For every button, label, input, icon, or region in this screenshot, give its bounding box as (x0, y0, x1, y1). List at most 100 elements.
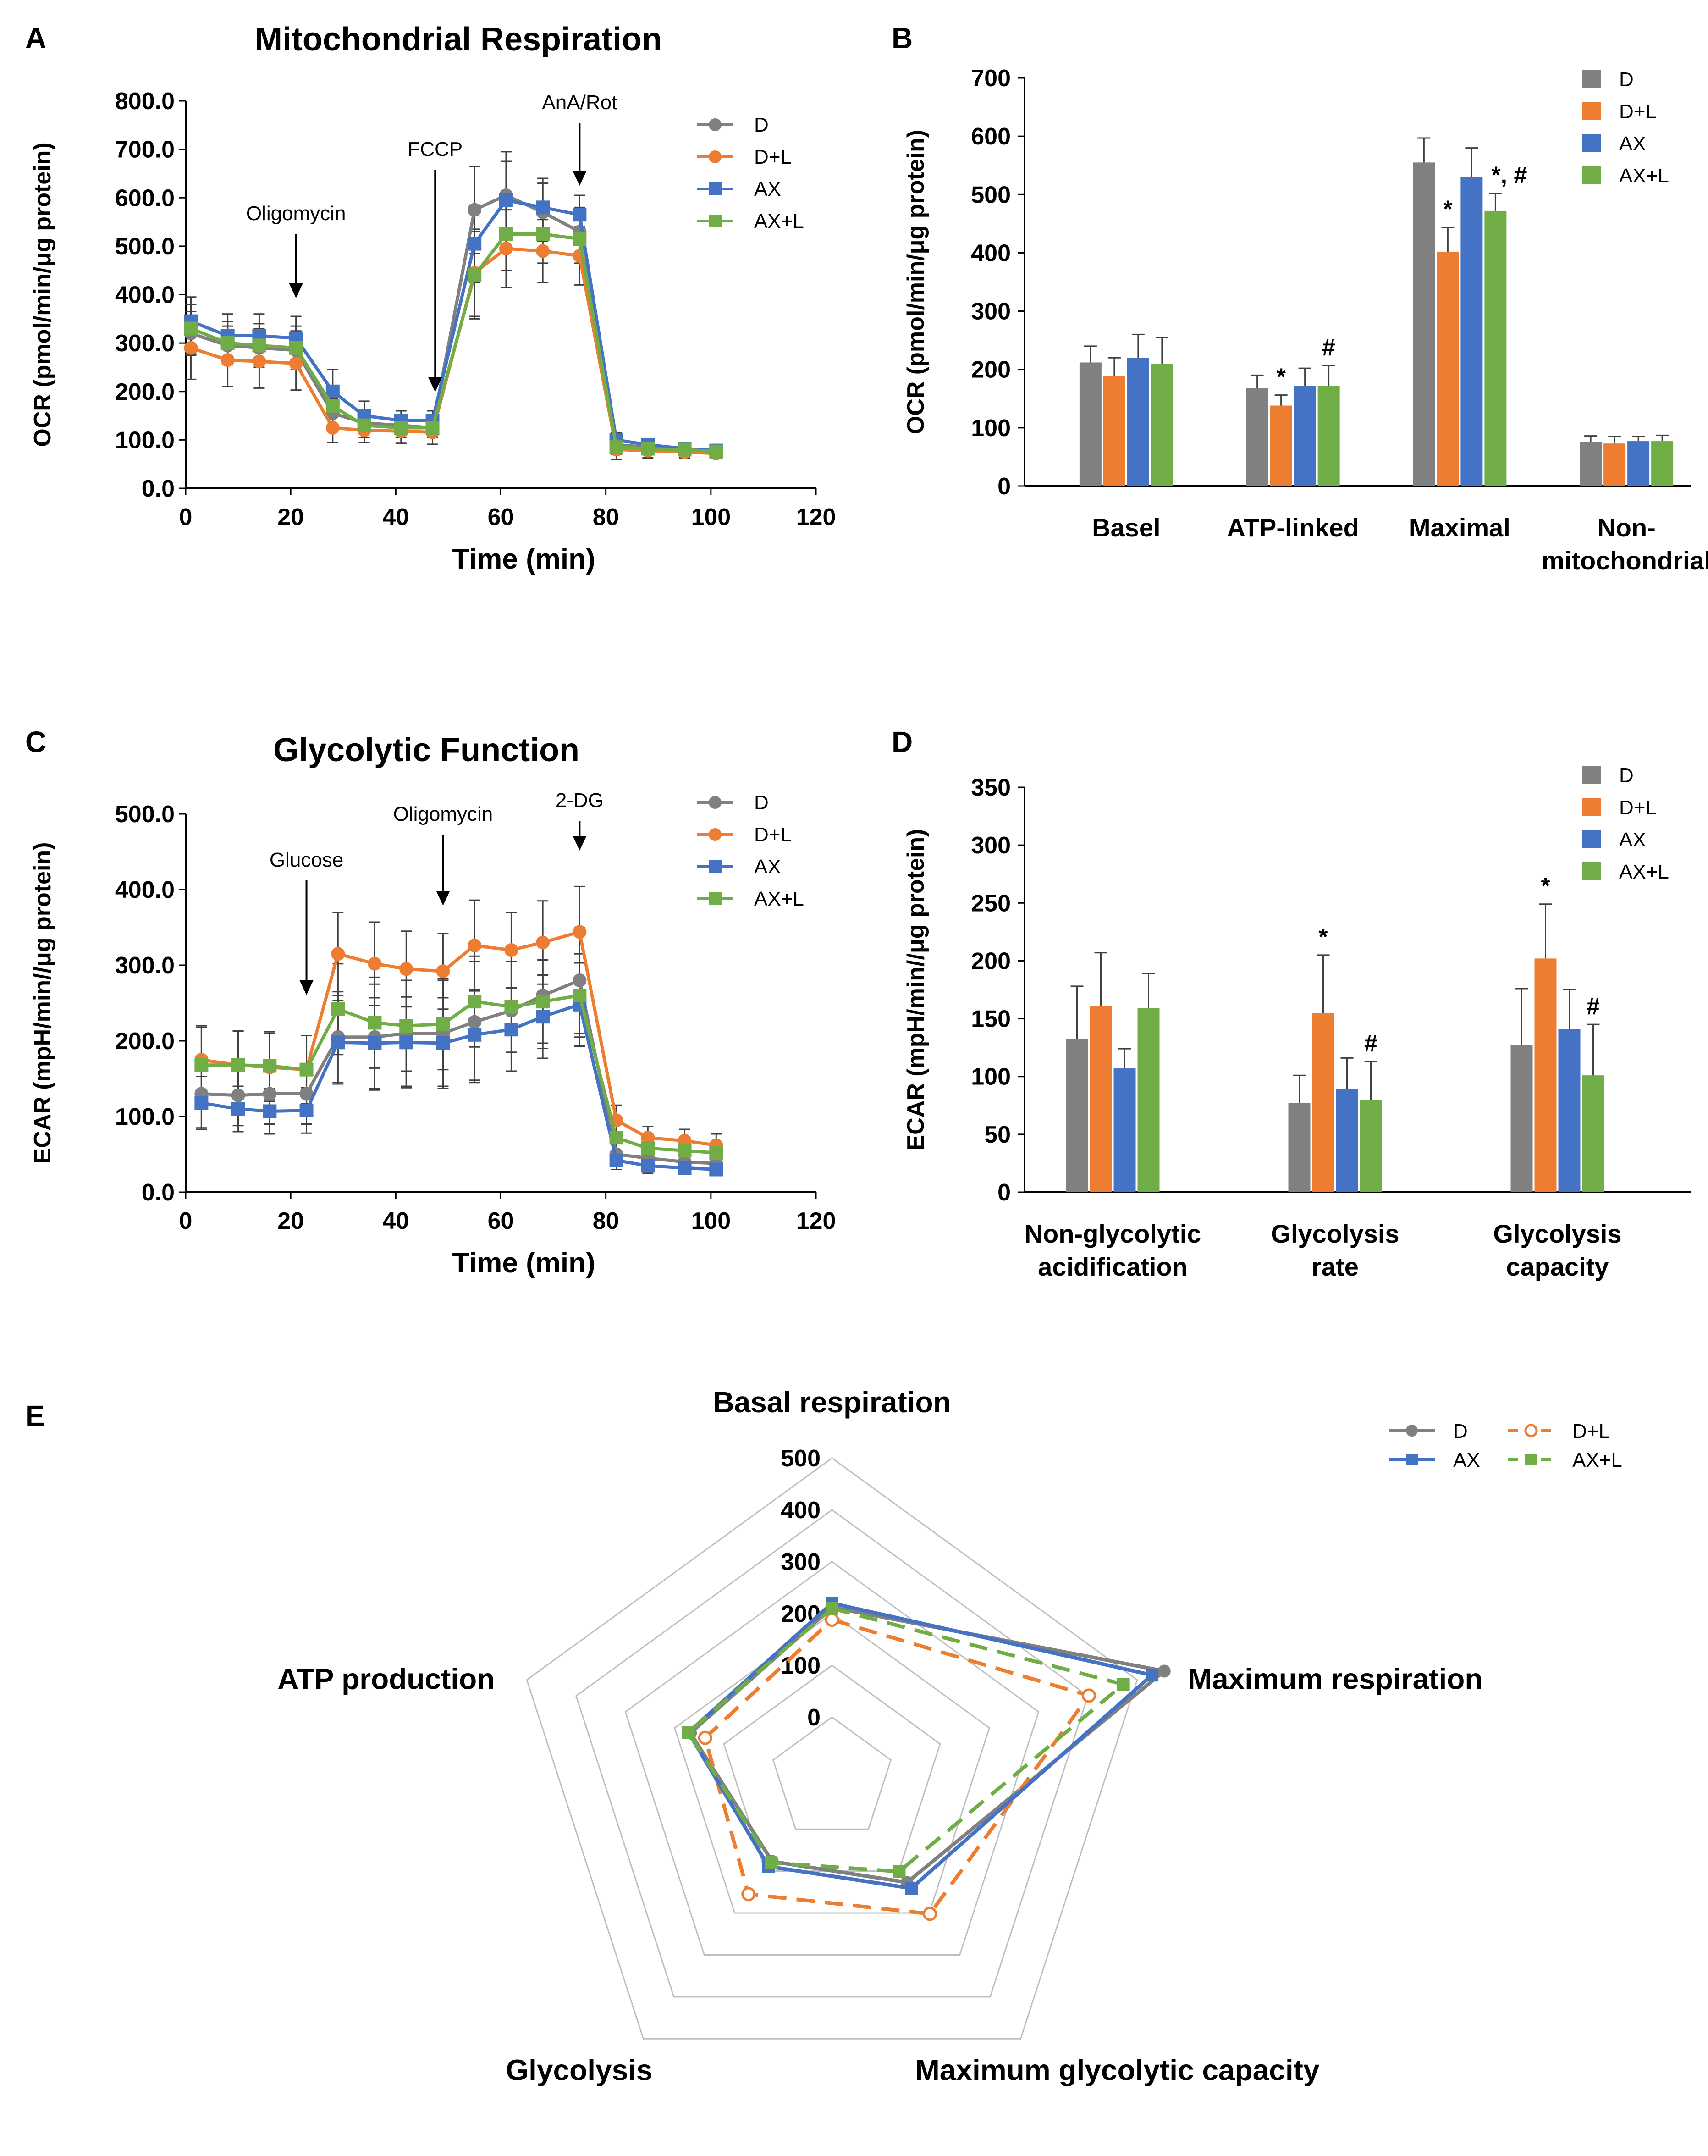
y-tick-label: 300 (971, 299, 1011, 325)
chart-title: Mitochondrial Respiration (255, 21, 662, 58)
data-point-AX+L (394, 420, 408, 435)
data-point-AX+L (536, 227, 550, 241)
radar-grid-ring (526, 1457, 1138, 2040)
x-tick-label: 120 (796, 504, 836, 531)
annotation-label: Oligomycin (246, 202, 346, 225)
bar-D (1580, 442, 1602, 486)
data-point-AX (468, 237, 482, 251)
category-label: Non- (1597, 513, 1656, 542)
data-point-AX (504, 1023, 518, 1037)
annotation-arrowhead (289, 283, 303, 298)
series-line-AX+L (201, 994, 716, 1155)
data-point-AX+L (184, 321, 198, 336)
legend-label: AX (754, 856, 781, 878)
annotation-arrowhead (428, 377, 442, 392)
y-tick-label: 200 (971, 948, 1011, 974)
legend-label: AX+L (1619, 861, 1669, 883)
data-point-D+L (536, 244, 550, 258)
data-point-AX+L (709, 1146, 723, 1160)
radar-series-D (688, 1605, 1168, 1885)
data-point-AX (194, 1096, 209, 1110)
x-tick-label: 20 (277, 1208, 304, 1234)
y-tick-label: 300.0 (115, 952, 175, 979)
y-tick-label: 200 (971, 357, 1011, 383)
radar-point-AX (1145, 1669, 1158, 1682)
y-tick-label: 0.0 (142, 1179, 175, 1206)
x-tick-label: 60 (488, 504, 514, 531)
radar-grid-ring (575, 1509, 1089, 1998)
data-point-AX+L (194, 1058, 209, 1072)
data-point-AX+L (436, 1017, 450, 1031)
data-point-AX (641, 1159, 655, 1173)
legend-marker (1524, 1424, 1538, 1437)
data-point-AX (436, 1036, 450, 1050)
radar-axis-label: Basal respiration (713, 1386, 951, 1419)
data-point-AX+L (609, 440, 623, 454)
legend-label: AX (754, 178, 781, 200)
x-tick-label: 80 (593, 1208, 619, 1234)
y-tick-label: 800.0 (115, 88, 175, 115)
legend-label: AX (1453, 1449, 1480, 1471)
data-point-AX+L (641, 442, 655, 456)
radial-tick-label: 400 (781, 1497, 821, 1524)
radar-grid-ring (673, 1613, 991, 1914)
data-point-AX (709, 1162, 723, 1177)
data-point-D+L (504, 943, 518, 957)
radar-axis-label: ATP production (277, 1663, 495, 1696)
y-tick-label: 100 (971, 1064, 1011, 1090)
radial-tick-label: 100 (781, 1653, 821, 1679)
bar-D (1510, 1045, 1533, 1192)
legend-swatch (1582, 830, 1601, 848)
data-point-AX (299, 1103, 314, 1117)
x-tick-label: 100 (691, 1208, 731, 1234)
radar-point-AX+L (893, 1865, 906, 1878)
radar-series-D+L (703, 1618, 1092, 1916)
bar-D (1288, 1103, 1311, 1192)
data-point-AX (536, 1010, 550, 1024)
ocr-line-chart: Mitochondrial Respiration 0.0 100.0 200.0 30… (29, 21, 836, 575)
bar-AX (1336, 1089, 1358, 1192)
data-point-D+L (468, 939, 482, 953)
chart-title: Glycolytic Function (273, 732, 579, 768)
data-point-D (468, 1015, 482, 1029)
data-point-AX+L (504, 1000, 518, 1014)
data-point-D+L (252, 354, 266, 369)
legend-label: D (1619, 68, 1634, 91)
data-point-AX (331, 1035, 345, 1050)
x-tick-label: 0 (179, 504, 193, 531)
radar-point-AX+L (1117, 1678, 1130, 1691)
legend-label: D (754, 791, 769, 814)
legend-marker (709, 796, 722, 809)
radial-tick-label: 300 (781, 1549, 821, 1576)
data-point-AX (468, 1028, 482, 1042)
legend-marker (1406, 1454, 1418, 1465)
bar-D+L (1312, 1012, 1334, 1192)
bar-AX (1294, 386, 1316, 486)
y-tick-label: 0.0 (142, 475, 175, 502)
category-label: mitochondrial (1542, 546, 1708, 575)
radial-tick-label: 500 (781, 1445, 821, 1472)
annotation-label: Oligomycin (393, 803, 493, 825)
ecar-bar-chart: 0 50 100 150 200 250 300 350 ECAR (mpH/min//μg p… (903, 764, 1691, 1281)
annotation-label: AnA/Rot (542, 91, 617, 114)
x-tick-label: 40 (382, 1208, 409, 1234)
y-tick-label: 50 (984, 1122, 1011, 1148)
bar-D+L (1603, 443, 1626, 486)
legend-marker (1406, 1425, 1418, 1437)
data-point-AX+L (331, 1002, 345, 1016)
significance-mark: * (1541, 873, 1550, 900)
data-point-AX+L (368, 1016, 382, 1030)
panel-label-a: A (25, 22, 46, 55)
significance-mark: *, # (1491, 162, 1527, 189)
legend-swatch (1582, 862, 1601, 880)
bar-D+L (1103, 376, 1125, 486)
data-point-AX+L (678, 442, 692, 457)
data-point-D+L (499, 242, 513, 256)
y-tick-label: 350 (971, 774, 1011, 801)
y-tick-label: 0 (997, 1179, 1011, 1206)
category-label: Maximal (1409, 513, 1510, 542)
data-point-AX (325, 384, 340, 398)
data-point-AX+L (289, 341, 303, 355)
legend-label: AX (1619, 133, 1646, 155)
